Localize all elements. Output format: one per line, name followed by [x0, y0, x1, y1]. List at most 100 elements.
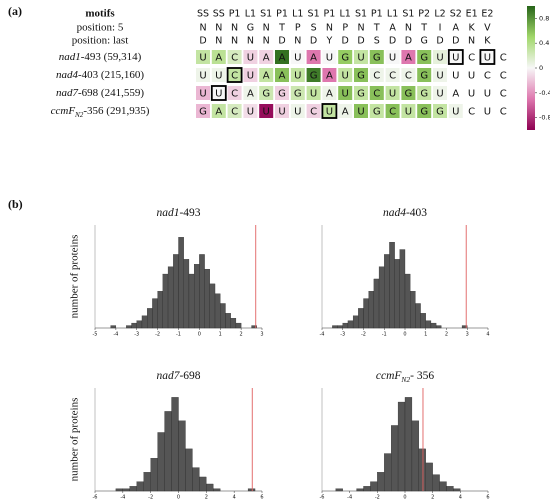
cell: [354, 104, 368, 118]
cell-letter: U: [436, 71, 443, 82]
column-header: SS: [197, 9, 209, 20]
cell-letter: A: [263, 53, 270, 64]
colorbar-tick-label: -0.4: [539, 89, 550, 97]
cell: [211, 68, 226, 82]
cell-letter: C: [373, 89, 380, 100]
gene-suffix: -403 (215,160): [78, 69, 144, 81]
cell-letter: A: [215, 107, 222, 118]
bar: [439, 481, 447, 492]
cell-letter: C: [500, 89, 507, 100]
y-axis-label: number of proteins: [69, 235, 81, 319]
gene-name: nad4: [56, 69, 79, 81]
x-tick-label: 3: [466, 332, 469, 338]
cell: [417, 50, 432, 64]
gene-label: nad1-493: [156, 207, 200, 219]
cell-letter: U: [294, 107, 301, 118]
bar: [461, 325, 468, 329]
cell: [211, 50, 226, 64]
gene-name: nad7: [156, 370, 180, 382]
bar: [206, 483, 214, 492]
cell-letter: A: [279, 53, 286, 64]
row-header-value: T: [278, 23, 285, 34]
cell: [322, 86, 337, 100]
row-header-value: K: [484, 36, 491, 47]
cell: [385, 68, 400, 82]
cell: [227, 86, 242, 100]
x-tick-label: 2: [445, 332, 448, 338]
column-header: S1: [402, 9, 414, 20]
cell: [275, 86, 289, 100]
row-header-value: K: [468, 23, 475, 34]
column-header: L1: [292, 9, 303, 20]
bar: [384, 254, 390, 329]
colorbar-tick-label: -0.8: [539, 114, 550, 122]
bar: [188, 273, 195, 329]
row-header-value: D: [389, 36, 396, 47]
x-tick-label: 6: [260, 495, 263, 499]
gene-name: nad1: [156, 207, 179, 219]
cell-letter: U: [452, 53, 459, 64]
bar: [192, 467, 200, 492]
row-header-value: S: [311, 23, 317, 34]
bar: [162, 273, 169, 329]
x-tick-label: -2: [375, 495, 380, 499]
bar: [342, 322, 349, 329]
column-header: L2: [434, 9, 445, 20]
cell: [417, 86, 432, 100]
cell-letter: A: [215, 53, 222, 64]
x-tick-label: -6: [93, 495, 98, 499]
cell-letter: A: [326, 71, 333, 82]
x-tick-label: -2: [361, 332, 366, 338]
bar: [230, 318, 237, 329]
gene-label: ccmFN2- 356: [376, 370, 434, 385]
row-header-value: G: [421, 36, 428, 47]
bar: [247, 488, 256, 492]
row-header-value: D: [405, 36, 412, 47]
x-tick-label: -4: [120, 495, 125, 499]
cell-letter: A: [342, 107, 349, 118]
column-header: L1: [245, 9, 256, 20]
x-tick-label: 2: [240, 332, 243, 338]
bar: [435, 325, 442, 329]
cell: [385, 104, 400, 118]
cell-letter: A: [310, 53, 317, 64]
cell: [479, 49, 496, 65]
cell-letter: C: [500, 107, 507, 118]
column-header: L1: [340, 9, 351, 20]
bar: [410, 291, 416, 329]
bar: [363, 486, 371, 492]
bar: [404, 397, 413, 492]
gene-name: ccmF: [376, 370, 403, 382]
cell-letter: G: [420, 107, 428, 118]
row-header-value: N: [247, 36, 254, 47]
colorbar-tick-label: 0: [539, 64, 543, 72]
cell-letter: U: [326, 107, 333, 118]
colorbar-tick-label: 0.8: [539, 14, 549, 22]
cell-letter: G: [420, 71, 428, 82]
bar: [194, 264, 200, 329]
gene-label: nad4-403: [383, 207, 427, 219]
x-tick-label: 1: [219, 332, 222, 338]
gene-label: nad7-698: [156, 370, 200, 382]
bar: [204, 268, 210, 329]
bar: [143, 472, 151, 492]
row-header-value: N: [215, 36, 222, 47]
cell: [369, 104, 384, 118]
bar: [136, 481, 144, 492]
bar: [425, 320, 432, 329]
row-header-value: Y: [325, 36, 332, 47]
cell-letter: U: [357, 53, 364, 64]
cell: [401, 104, 416, 118]
cell: [369, 50, 384, 64]
gene-name: nad1: [59, 51, 81, 63]
bar: [404, 273, 411, 329]
x-tick-label: 0: [198, 332, 201, 338]
cell-letter: C: [231, 89, 238, 100]
bar: [167, 266, 174, 329]
cell-letter: A: [247, 89, 254, 100]
x-tick-label: -4: [113, 332, 118, 338]
cell-letter: U: [452, 107, 459, 118]
bar: [251, 325, 257, 329]
x-tick-label: -2: [155, 332, 160, 338]
